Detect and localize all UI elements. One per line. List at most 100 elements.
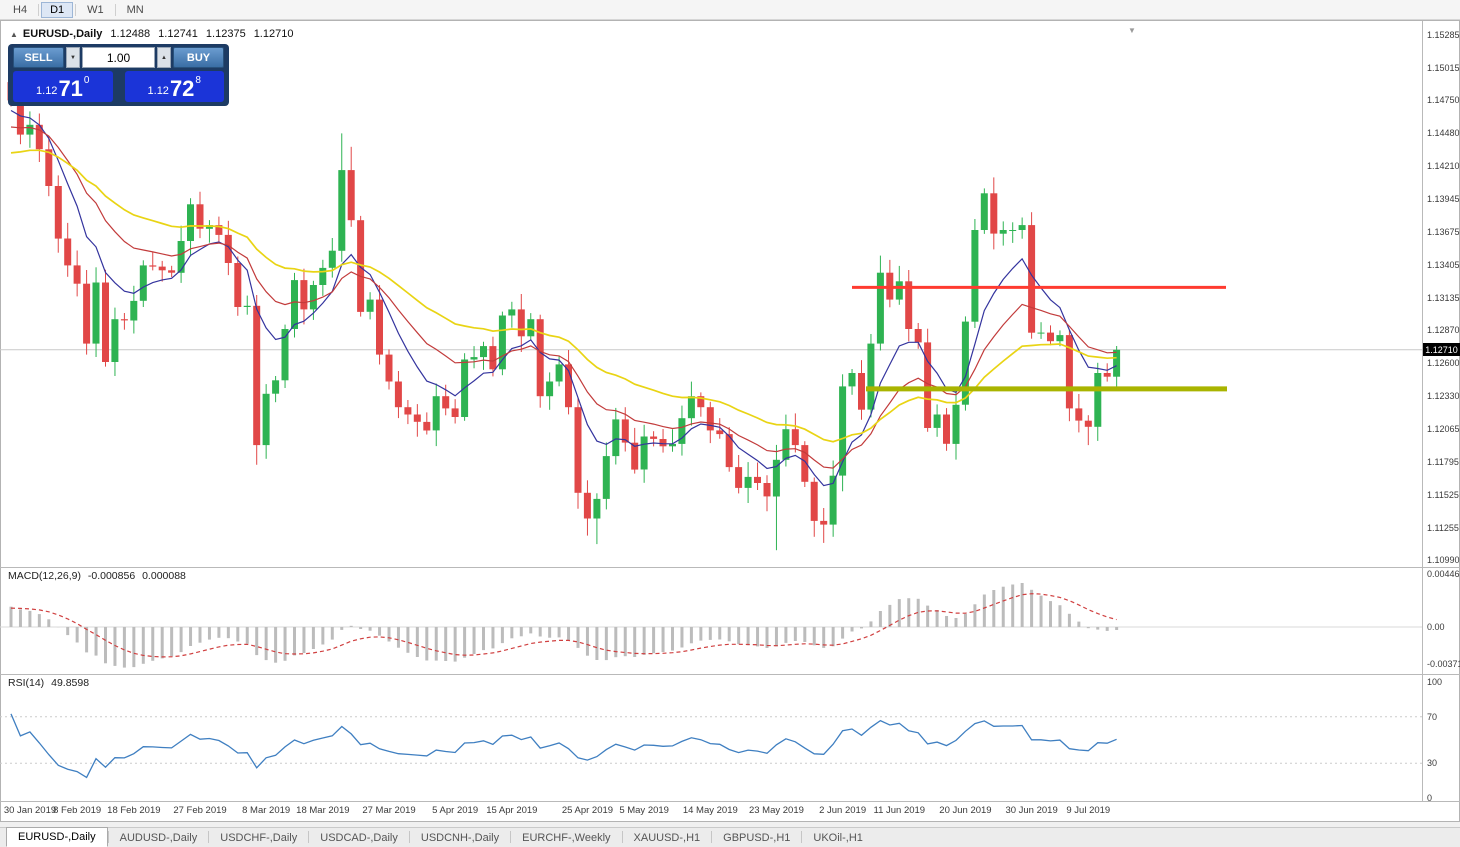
ohlc-open: 1.12488 xyxy=(110,28,151,40)
tab-separator xyxy=(621,831,623,843)
tab-separator xyxy=(711,831,713,843)
buy-price-box[interactable]: 1.12 72 8 xyxy=(124,71,224,102)
chart-symbol-title: EURUSD-,Daily xyxy=(22,28,103,40)
buy-button[interactable]: BUY xyxy=(173,47,224,68)
price-axis-label: 1.12870 xyxy=(1427,325,1460,336)
chart-tab-ukoil-h1[interactable]: UKOil-,H1 xyxy=(813,832,863,844)
price-axis-label: 1.10990 xyxy=(1427,555,1460,565)
toolbar-separator xyxy=(75,3,77,16)
price-axis-label: 1.15015 xyxy=(1427,63,1460,73)
chart-tab-usdchf-daily[interactable]: USDCHF-,Daily xyxy=(220,832,298,844)
macd-label: MACD(12,26,9) -0.000856 0.000088 xyxy=(8,570,186,582)
date-axis-label: 27 Mar 2019 xyxy=(362,805,416,816)
sell-price-big: 71 xyxy=(58,76,83,101)
chart-tab-usdcnh-daily[interactable]: USDCNH-,Daily xyxy=(420,832,500,844)
buy-price-prefix: 1.12 xyxy=(147,85,169,97)
date-axis-label: 20 Jun 2019 xyxy=(939,805,992,816)
moving-average-17 xyxy=(10,126,1117,469)
chart-tab-eurchf-weekly[interactable]: EURCHF-,Weekly xyxy=(522,832,611,844)
toolbar-separator xyxy=(114,3,116,16)
price-axis-label: 1.13135 xyxy=(1427,292,1460,303)
ohlc-low: 1.12375 xyxy=(205,28,246,40)
date-axis-label: 8 Feb 2019 xyxy=(53,805,102,816)
chart-tab-bar: EURUSD-,Daily AUDUSD-,Daily USDCHF-,Daily U… xyxy=(0,827,1460,847)
date-axis-label: 11 Jun 2019 xyxy=(873,805,926,816)
price-axis-label: 1.15285 xyxy=(1427,30,1460,40)
tab-separator xyxy=(408,831,410,843)
date-axis-label: 30 Jan 2019 xyxy=(3,805,57,816)
moving-average-8 xyxy=(10,109,1117,487)
rsi-label: RSI(14) 49.8598 xyxy=(8,677,89,689)
rsi-axis-label: 0 xyxy=(1427,793,1433,803)
date-axis-label: 30 Jun 2019 xyxy=(1005,805,1058,816)
sell-price-sup: 0 xyxy=(83,75,90,86)
date-axis-label: 8 Mar 2019 xyxy=(242,805,291,816)
chart-tab-xauusd-h1[interactable]: XAUUSD-,H1 xyxy=(633,832,701,844)
chart-window xyxy=(0,20,1460,822)
current-price-badge: 1.12710 xyxy=(1423,343,1460,357)
price-axis-label: 1.14480 xyxy=(1427,128,1460,139)
price-axis-label: 1.13405 xyxy=(1427,259,1460,270)
price-axis-label: 1.14750 xyxy=(1427,95,1460,106)
macd-pane-splitter[interactable] xyxy=(0,567,1460,568)
price-axis-label: 1.11795 xyxy=(1427,456,1459,467)
price-axis-label: 1.13675 xyxy=(1427,226,1460,237)
ohlc-close: 1.12710 xyxy=(253,28,294,40)
chart-tab-eurusd-daily[interactable]: EURUSD-,Daily xyxy=(6,827,108,847)
macd-value-main: -0.000856 xyxy=(87,570,136,582)
sell-price-prefix: 1.12 xyxy=(36,85,58,97)
timeframe-toolbar: H4 D1 W1 MN xyxy=(0,0,1460,20)
rsi-axis-label: 70 xyxy=(1427,711,1438,722)
ohlc-high: 1.12741 xyxy=(158,28,198,40)
chart-header: ▲ EURUSD-,Daily 1.12488 1.12741 1.12375 … xyxy=(10,28,293,40)
rsi-title: RSI(14) xyxy=(8,677,45,689)
timeframe-button-w1[interactable]: W1 xyxy=(87,3,104,16)
chart-tab-gbpusd-h1[interactable]: GBPUSD-,H1 xyxy=(723,832,791,844)
price-axis-label: 1.12065 xyxy=(1427,423,1460,434)
volume-input[interactable] xyxy=(82,47,155,68)
price-axis-label: 1.13945 xyxy=(1427,193,1460,204)
date-axis-label: 23 May 2019 xyxy=(748,805,804,816)
toolbar-separator xyxy=(38,3,40,16)
collapse-panel-icon[interactable]: ▲ xyxy=(10,29,18,39)
sell-price-box[interactable]: 1.12 71 0 xyxy=(13,71,113,102)
chart-tab-usdcad-daily[interactable]: USDCAD-,Daily xyxy=(320,832,398,844)
date-axis-label: 14 May 2019 xyxy=(682,805,738,816)
tab-separator xyxy=(308,831,310,843)
timeframe-button-h4[interactable]: H4 xyxy=(13,3,28,16)
rsi-pane-splitter[interactable] xyxy=(0,674,1460,675)
macd-title: MACD(12,26,9) xyxy=(8,570,81,582)
rsi-line xyxy=(10,713,1117,779)
macd-histogram xyxy=(9,583,1119,668)
date-axis-label: 5 Apr 2019 xyxy=(432,805,479,816)
price-axis-label: 1.11525 xyxy=(1427,489,1459,500)
volume-increase-button[interactable]: ▲ xyxy=(157,47,171,68)
timeframe-button-d1[interactable]: D1 xyxy=(41,1,74,18)
timeframe-button-mn[interactable]: MN xyxy=(126,3,144,16)
price-axis-label: 1.11255 xyxy=(1427,522,1459,533)
price-axis-label: 1.14210 xyxy=(1427,161,1460,172)
macd-signal-line xyxy=(10,593,1117,658)
date-axis-label: 18 Feb 2019 xyxy=(107,805,161,816)
rsi-value: 49.8598 xyxy=(51,677,90,689)
date-axis-label: 5 May 2019 xyxy=(619,805,669,816)
date-axis-label: 18 Mar 2019 xyxy=(296,805,350,816)
price-scale-separator xyxy=(1422,21,1423,801)
moving-average-34 xyxy=(10,149,1117,443)
macd-axis-label: 0.00 xyxy=(1427,622,1445,632)
date-axis-label: 15 Apr 2019 xyxy=(486,805,538,816)
price-axis-label: 1.12330 xyxy=(1427,391,1460,402)
date-axis-label: 27 Feb 2019 xyxy=(173,805,227,816)
buy-price-sup: 8 xyxy=(195,75,201,86)
one-click-trading-panel: SELL ▼ ▲ BUY 1.12 71 0 1.12 72 8 xyxy=(8,44,229,106)
sell-button[interactable]: SELL xyxy=(13,47,64,68)
volume-decrease-button[interactable]: ▼ xyxy=(66,47,80,68)
chart-tab-audusd-daily[interactable]: AUDUSD-,Daily xyxy=(119,832,198,844)
tab-separator xyxy=(510,831,512,843)
chart-shift-marker-icon: ▼ xyxy=(1128,26,1136,35)
date-axis-label: 9 Jul 2019 xyxy=(1066,805,1111,816)
tab-separator xyxy=(107,831,109,843)
